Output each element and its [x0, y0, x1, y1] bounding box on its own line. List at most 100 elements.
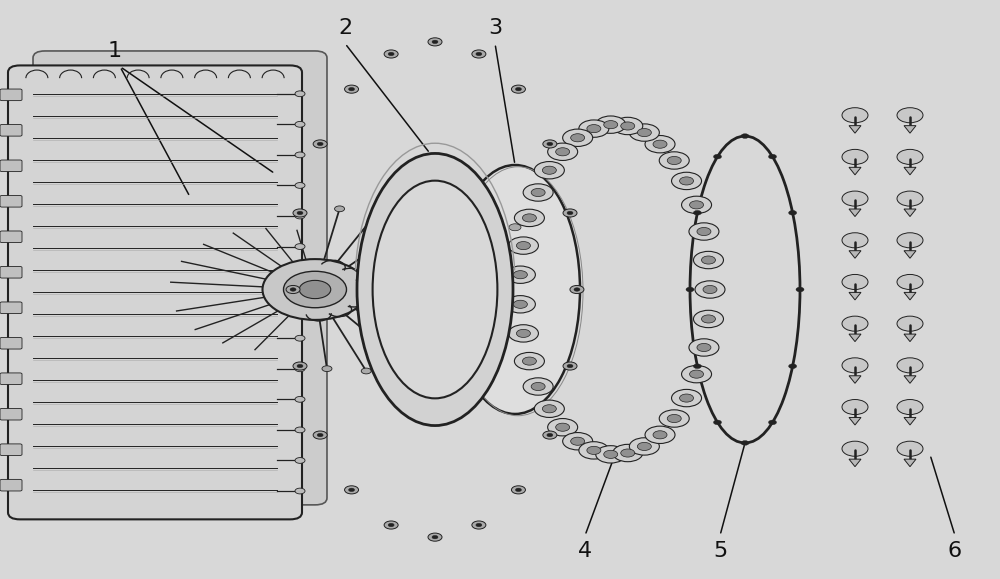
Circle shape — [313, 140, 327, 148]
Circle shape — [689, 339, 719, 356]
Circle shape — [563, 362, 577, 370]
Circle shape — [317, 433, 323, 437]
Circle shape — [513, 270, 527, 278]
Circle shape — [842, 441, 868, 456]
Polygon shape — [849, 126, 861, 133]
Circle shape — [796, 287, 804, 292]
Circle shape — [682, 196, 712, 214]
FancyBboxPatch shape — [0, 338, 22, 349]
Circle shape — [476, 52, 482, 56]
Circle shape — [579, 120, 609, 137]
Circle shape — [604, 120, 618, 129]
Circle shape — [563, 209, 577, 217]
Circle shape — [293, 209, 307, 217]
Polygon shape — [849, 209, 861, 217]
Circle shape — [693, 310, 723, 328]
Circle shape — [701, 315, 715, 323]
Circle shape — [686, 287, 694, 292]
Circle shape — [478, 305, 490, 312]
Circle shape — [295, 244, 305, 250]
Circle shape — [290, 288, 296, 291]
Circle shape — [516, 241, 530, 250]
Circle shape — [542, 405, 556, 413]
Circle shape — [317, 142, 323, 146]
Circle shape — [361, 368, 371, 374]
Circle shape — [667, 415, 681, 423]
Circle shape — [842, 400, 868, 415]
Circle shape — [295, 152, 305, 158]
Circle shape — [375, 206, 385, 212]
Circle shape — [697, 228, 711, 236]
Circle shape — [295, 213, 305, 219]
Circle shape — [682, 365, 712, 383]
Circle shape — [349, 87, 355, 91]
Circle shape — [897, 233, 923, 248]
Circle shape — [262, 259, 368, 320]
Circle shape — [322, 366, 332, 372]
Circle shape — [567, 364, 573, 368]
Circle shape — [897, 441, 923, 456]
Circle shape — [299, 280, 331, 299]
Circle shape — [428, 533, 442, 541]
Circle shape — [693, 211, 701, 215]
Circle shape — [515, 87, 521, 91]
Circle shape — [653, 140, 667, 148]
Circle shape — [472, 50, 486, 58]
Circle shape — [697, 343, 711, 351]
Circle shape — [295, 274, 305, 280]
Circle shape — [293, 362, 307, 370]
Circle shape — [542, 166, 556, 174]
Circle shape — [897, 400, 923, 415]
Ellipse shape — [357, 153, 513, 426]
FancyBboxPatch shape — [0, 373, 22, 384]
FancyBboxPatch shape — [8, 65, 302, 519]
Circle shape — [703, 285, 717, 294]
Circle shape — [842, 191, 868, 206]
Circle shape — [604, 450, 618, 459]
Polygon shape — [904, 459, 916, 467]
Circle shape — [531, 188, 545, 196]
Circle shape — [313, 431, 327, 439]
Polygon shape — [849, 417, 861, 425]
Circle shape — [547, 142, 553, 146]
Circle shape — [295, 182, 305, 188]
Circle shape — [297, 364, 303, 368]
FancyBboxPatch shape — [0, 444, 22, 456]
Circle shape — [621, 449, 635, 457]
Circle shape — [897, 191, 923, 206]
FancyBboxPatch shape — [33, 51, 327, 505]
Circle shape — [897, 149, 923, 164]
Circle shape — [768, 420, 776, 424]
Circle shape — [432, 536, 438, 539]
Ellipse shape — [373, 181, 497, 398]
Circle shape — [534, 162, 564, 179]
Circle shape — [471, 330, 481, 336]
Circle shape — [522, 214, 536, 222]
Circle shape — [513, 301, 527, 309]
Circle shape — [511, 85, 525, 93]
Circle shape — [567, 211, 573, 215]
Circle shape — [297, 211, 303, 215]
Circle shape — [548, 143, 578, 160]
Circle shape — [505, 266, 535, 283]
Polygon shape — [849, 459, 861, 467]
Circle shape — [897, 274, 923, 290]
Circle shape — [489, 305, 499, 310]
Circle shape — [349, 488, 355, 492]
FancyBboxPatch shape — [0, 124, 22, 136]
Circle shape — [897, 108, 923, 123]
Circle shape — [295, 427, 305, 433]
Circle shape — [637, 442, 651, 450]
FancyBboxPatch shape — [0, 479, 22, 491]
Circle shape — [345, 85, 359, 93]
Circle shape — [571, 134, 585, 142]
Circle shape — [416, 214, 426, 219]
FancyBboxPatch shape — [0, 408, 22, 420]
Circle shape — [284, 271, 347, 308]
Text: 2: 2 — [338, 17, 352, 38]
Circle shape — [659, 410, 689, 427]
Circle shape — [523, 184, 553, 201]
Circle shape — [478, 251, 488, 257]
Circle shape — [596, 446, 626, 463]
Circle shape — [563, 129, 593, 146]
